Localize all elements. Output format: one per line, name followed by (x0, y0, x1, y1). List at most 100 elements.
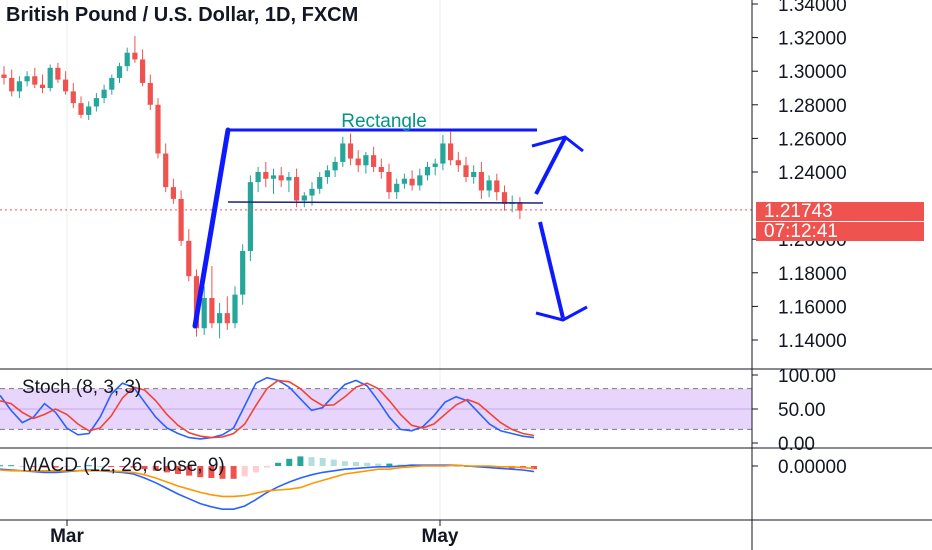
candle-down (371, 155, 377, 167)
macd-histogram-bar (74, 466, 81, 467)
macd-histogram-bar (186, 466, 193, 476)
last-price-tag: 1.21743 (756, 202, 924, 221)
candle-down (463, 165, 469, 178)
macd-histogram-bar (0, 465, 3, 467)
candle-down (9, 77, 15, 92)
stoch-d-line (0, 379, 535, 439)
macd-histogram-bar (286, 458, 293, 466)
candle-down (386, 172, 392, 193)
stoch-tick-label: 100.00 (778, 366, 836, 387)
drawing-layer[interactable] (192, 127, 588, 329)
macd-histogram-bar (197, 466, 204, 478)
candle-down (494, 180, 500, 193)
candle-down (178, 198, 184, 241)
macd-histogram-bar (353, 462, 359, 466)
candle-down (1, 74, 7, 78)
stoch-legend: Stoch (8, 3, 3) (22, 377, 141, 398)
macd-histogram-bar (108, 466, 115, 467)
macd-histogram-bar (264, 466, 270, 468)
price-tick-label: 1.34000 (778, 0, 847, 16)
price-tick-label: 1.14000 (778, 331, 847, 352)
candle-up (424, 166, 431, 176)
time-tick-label: Mar (50, 526, 84, 547)
candle-up (240, 250, 246, 295)
candle-up (247, 182, 253, 251)
candle-down (209, 298, 215, 324)
candle-up (24, 76, 30, 82)
time-tick-label: May (422, 526, 459, 547)
macd-histogram-bar (386, 463, 393, 466)
candle-down (448, 143, 454, 161)
candle-down (355, 158, 361, 166)
candle-up (16, 81, 22, 92)
macd-histogram-bar (375, 463, 382, 466)
stoch-pane[interactable] (0, 376, 752, 440)
candle-down (278, 175, 284, 181)
macd-histogram-bar (63, 466, 70, 467)
macd-histogram-bar (175, 466, 181, 474)
candle-up (486, 180, 492, 191)
candle-up (332, 161, 338, 171)
candle-up (471, 172, 477, 178)
candle-down (163, 153, 169, 188)
candle-up (286, 177, 292, 181)
target-down-line (538, 221, 565, 319)
macd-histogram-bar (152, 466, 159, 471)
macd-histogram-bar (364, 462, 371, 466)
candle-down (455, 160, 461, 166)
macd-histogram-bar (97, 466, 104, 467)
candle-down (147, 82, 153, 105)
macd-histogram-bar (141, 466, 148, 470)
candle-up (232, 294, 238, 324)
grid (66, 0, 441, 520)
price-tick-label: 1.18000 (778, 264, 847, 285)
candle-up (255, 172, 261, 183)
macd-histogram-bar (241, 466, 248, 477)
macd-histogram-bar (230, 466, 237, 479)
macd-histogram-bar (330, 459, 337, 466)
macd-tick-label: 0.00000 (778, 457, 847, 478)
candle-up (432, 163, 438, 167)
target-up-line (534, 137, 567, 195)
candle-down (294, 177, 300, 201)
candle-down (39, 84, 46, 88)
target-up-arrowhead (531, 135, 584, 153)
candle-down (409, 178, 415, 186)
candle-down (140, 59, 146, 83)
candle-down (78, 103, 84, 115)
macd-histogram-bar (453, 466, 460, 467)
macd-histogram-bar (275, 462, 282, 466)
candle-down (263, 172, 269, 179)
macd-histogram-bar (41, 466, 48, 468)
candle-up (301, 195, 307, 201)
macd-histogram-bar (30, 466, 37, 467)
macd-pane[interactable] (0, 456, 537, 511)
stoch-k-line (0, 376, 535, 440)
candle-up (116, 66, 123, 78)
price-tick-label: 1.28000 (778, 96, 847, 117)
candle-up (101, 89, 107, 99)
macd-histogram-bar (208, 466, 215, 478)
candle-down (155, 104, 161, 154)
macd-histogram-bar (130, 466, 137, 468)
candle-down (170, 187, 176, 199)
candle-up (394, 183, 400, 193)
candle-up (317, 177, 323, 189)
macd-histogram-bar (297, 456, 304, 466)
price-pane[interactable] (0, 35, 752, 339)
candle-down (132, 52, 138, 60)
candle-down (478, 172, 484, 191)
signal-line (0, 464, 535, 498)
macd-histogram-bar (119, 466, 126, 467)
candle-up (340, 143, 346, 162)
candle-up (363, 155, 369, 166)
rectangle-label[interactable]: Rectangle (341, 111, 427, 132)
countdown-tag: 07:12:41 (756, 222, 924, 241)
candle-up (440, 143, 446, 164)
stoch-tick-label: 0.00 (778, 434, 815, 455)
candle-down (347, 143, 354, 159)
candle-down (517, 202, 523, 211)
macd-histogram-bar (163, 466, 170, 473)
macd-histogram-bar (252, 466, 259, 473)
